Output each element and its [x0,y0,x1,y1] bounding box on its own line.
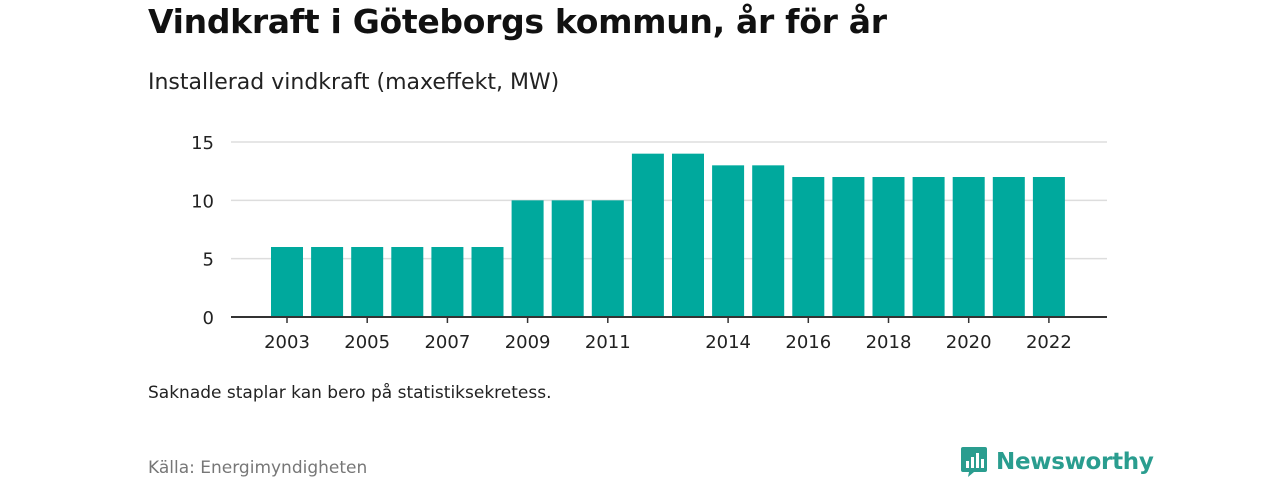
bar-2014 [712,165,745,317]
x-tick-label: 2016 [785,332,831,353]
bar-2009 [511,200,544,317]
y-axis-ticks: 0 5 10 15 [191,133,214,329]
bar-2004 [311,247,344,317]
bar-2016 [792,177,825,317]
x-axis-ticks: 2003 2005 2007 2009 2011 2014 2016 2018 2020 2022 [264,317,1072,353]
x-tick-label: 2022 [1026,332,1072,353]
x-tick-label: 2020 [946,332,992,353]
brand-logo[interactable]: Newsworthy [960,446,1154,478]
bar-2021 [992,177,1025,317]
bar-2018 [872,177,905,317]
brand-name: Newsworthy [996,449,1154,475]
y-tick-label: 0 [203,308,214,329]
bar-2022 [1032,177,1065,317]
x-tick-label: 2007 [424,332,470,353]
bar-2005 [351,247,384,317]
newsworthy-logo-icon [961,447,987,477]
bar-2008 [471,247,504,317]
y-tick-label: 15 [191,133,214,154]
bars [271,153,1065,317]
chart-note: Saknade staplar kan bero på statistiksek… [148,383,552,403]
bar-2015 [752,165,785,317]
chart-title: Vindkraft i Göteborgs kommun, år för år [148,2,887,41]
x-tick-label: 2018 [866,332,912,353]
bar-2007 [431,247,464,317]
bar-2020 [952,177,985,317]
source-text: Källa: Energimyndigheten [148,458,368,478]
bar-2010 [551,200,584,317]
bar-2012 [631,153,664,317]
x-tick-label: 2011 [585,332,631,353]
y-tick-label: 10 [191,191,214,212]
y-tick-label: 5 [203,250,214,271]
x-tick-label: 2003 [264,332,310,353]
bar-2019 [912,177,945,317]
x-tick-label: 2014 [705,332,751,353]
x-tick-label: 2005 [344,332,390,353]
x-tick-label: 2009 [505,332,551,353]
bar-2013 [672,153,704,317]
bar-2006 [391,247,424,317]
bar-2017 [832,177,865,317]
bar-2011 [591,200,624,317]
chart-subtitle: Installerad vindkraft (maxeffekt, MW) [148,70,560,95]
bar-2003 [271,247,303,317]
